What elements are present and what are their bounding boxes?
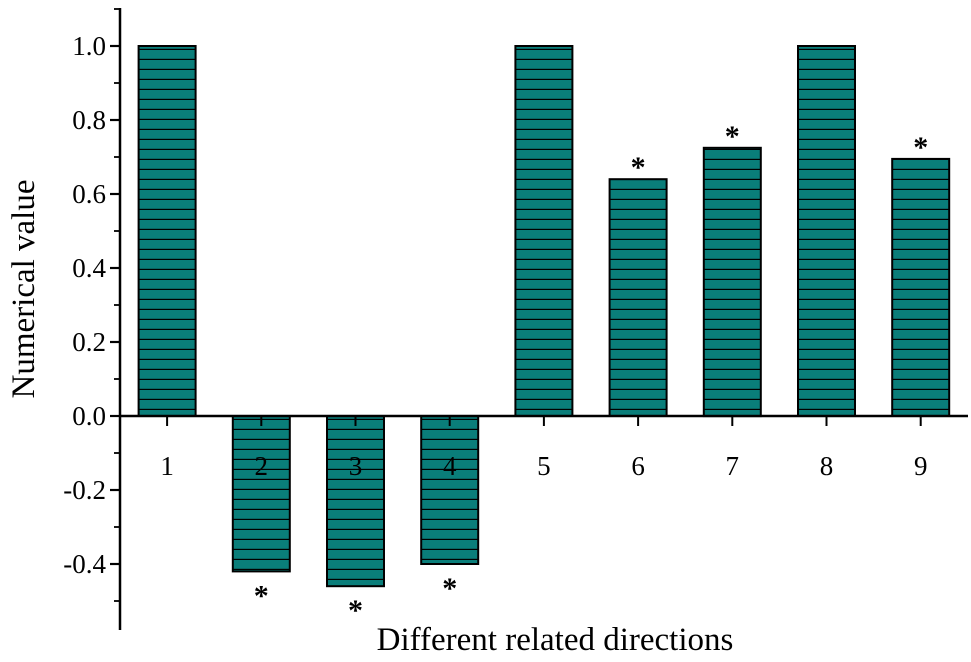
x-tick-label-9: 9 [914,451,928,481]
significance-mark-9: * [913,131,928,164]
significance-mark-6: * [631,151,646,184]
significance-mark-4: * [442,572,457,605]
x-tick-label-2: 2 [255,451,269,481]
y-tick-label-0.2: 0.2 [72,327,106,357]
y-tick-label-0.8: 0.8 [72,105,106,135]
bar-4 [420,415,480,565]
significance-mark-3: * [348,594,363,627]
y-tick-label-0.6: 0.6 [72,179,106,209]
axes-group [110,8,968,630]
bars-group [137,45,951,588]
labels-group: 1 * 2 * 3 * 4 5 * 6 * 7 8 * 9 -0.4 -0.2 0.0 0.2 0.4 0.6 0.8 1.… [63,31,928,627]
bar-2 [231,415,291,573]
bar-1 [137,45,197,417]
bar-5 [514,45,574,417]
x-tick-label-4: 4 [443,451,457,481]
x-tick-label-6: 6 [631,451,645,481]
bar-7 [702,146,762,418]
x-tick-label-1: 1 [160,451,174,481]
x-tick-label-8: 8 [820,451,834,481]
y-tick-label-0.0: 0.0 [72,401,106,431]
significance-mark-7: * [725,120,740,153]
x-tick-label-7: 7 [726,451,740,481]
y-axis-title: Numerical value [6,180,42,399]
y-tick-label-1.0: 1.0 [72,31,106,61]
y-tick-label--0.4: -0.4 [63,549,106,579]
y-tick-label-0.4: 0.4 [72,253,106,283]
bar-9 [891,157,951,417]
x-tick-label-5: 5 [537,451,551,481]
bar-3 [326,415,385,588]
x-axis-title: Different related directions [377,622,734,658]
significance-mark-2: * [254,579,269,612]
x-tick-label-3: 3 [349,451,363,481]
y-tick-label--0.2: -0.2 [63,475,106,505]
bar-8 [797,45,856,417]
bar-6 [608,178,668,417]
